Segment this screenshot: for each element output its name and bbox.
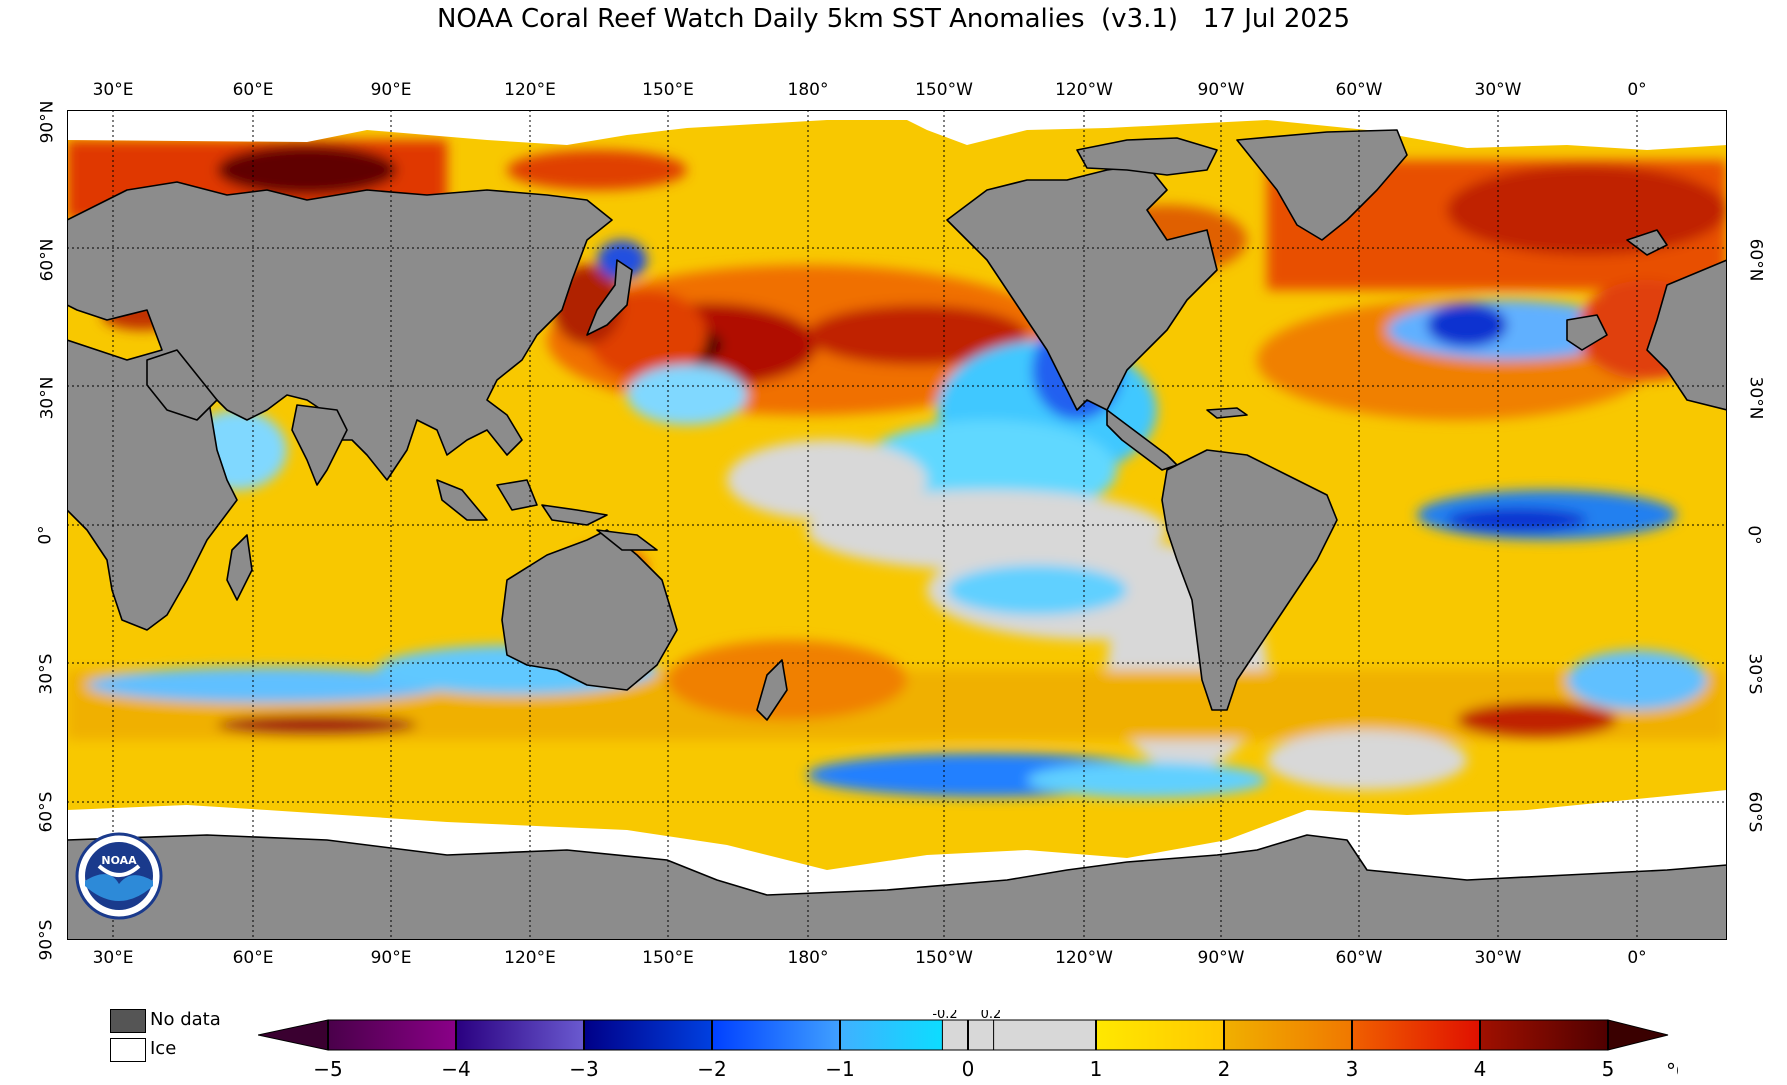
land-masses xyxy=(67,129,1727,940)
lon-label-bottom: 30°W xyxy=(1474,948,1522,968)
colorbar-minor-labels: -0.2 0.2 xyxy=(932,1010,1001,1022)
lon-label-bottom: 60°E xyxy=(232,948,274,968)
colorbar-segment xyxy=(584,1020,712,1050)
lat-label-left: 30°N xyxy=(37,376,58,420)
colorbar-segment xyxy=(1224,1020,1352,1050)
lon-label-top: 120°E xyxy=(504,80,556,100)
colorbar-tick-label: 1 xyxy=(1090,1057,1103,1080)
lon-label-top: 120°W xyxy=(1055,80,1113,100)
colorbar-segment xyxy=(1480,1020,1608,1050)
lat-label-right: 30°S xyxy=(1744,653,1765,695)
ice-label: Ice xyxy=(150,1038,177,1059)
lon-label-bottom: 120°E xyxy=(504,948,556,968)
colorbar-tick-labels: −5 −4 −3 −2 −1 0 1 2 3 4 5 xyxy=(313,1057,1614,1080)
lon-label-top: 90°W xyxy=(1197,80,1245,100)
lat-label-right: 60°S xyxy=(1744,791,1765,833)
colorbar-tick-label: 0 xyxy=(962,1057,975,1080)
lat-label-left: 60°S xyxy=(36,791,57,833)
lat-label-right: 0° xyxy=(1743,525,1764,545)
colorbar-segment xyxy=(1352,1020,1480,1050)
colorbar-tick-label: −2 xyxy=(697,1057,726,1080)
lon-label-bottom: 150°W xyxy=(915,948,973,968)
lon-label-bottom: 120°W xyxy=(1055,948,1113,968)
no-data-label: No data xyxy=(150,1009,221,1030)
lat-label-left: 90°S xyxy=(36,919,57,961)
lon-label-top: 150°E xyxy=(642,80,694,100)
lon-label-top: 60°E xyxy=(232,80,274,100)
colorbar: -0.2 0.2 −5 −4 −3 −2 −1 0 1 2 3 4 5 °C xyxy=(258,1010,1678,1080)
lon-label-top: 60°W xyxy=(1335,80,1383,100)
ice-swatch xyxy=(110,1038,146,1062)
lon-label-bottom: 30°E xyxy=(92,948,134,968)
colorbar-minor-label: -0.2 xyxy=(932,1010,957,1022)
lon-label-top: 90°E xyxy=(370,80,412,100)
lon-label-bottom: 180° xyxy=(787,948,829,968)
colorbar-tick-label: −1 xyxy=(825,1057,854,1080)
colorbar-segment xyxy=(328,1020,456,1050)
lon-label-top: 180° xyxy=(787,80,829,100)
colorbar-segments xyxy=(258,1019,1669,1051)
lat-label-left: 30°S xyxy=(36,653,57,695)
colorbar-tick-label: −5 xyxy=(313,1057,342,1080)
map-title: NOAA Coral Reef Watch Daily 5km SST Anom… xyxy=(436,4,1351,34)
lon-label-bottom: 150°E xyxy=(642,948,694,968)
lon-label-bottom: 90°E xyxy=(370,948,412,968)
lat-label-right: 60°N xyxy=(1745,238,1766,282)
colorbar-minor-label: 0.2 xyxy=(981,1010,1002,1022)
lat-label-right: 30°N xyxy=(1745,376,1766,420)
noaa-logo-text: NOAA xyxy=(101,854,137,867)
lon-label-bottom: 0° xyxy=(1627,948,1647,968)
lat-label-left: 0° xyxy=(35,525,56,545)
graticule xyxy=(67,110,1727,940)
colorbar-segment xyxy=(1096,1020,1224,1050)
colorbar-tick-label: 3 xyxy=(1346,1057,1359,1080)
lon-label-bottom: 90°W xyxy=(1197,948,1245,968)
lat-label-left: 60°N xyxy=(37,238,58,282)
colorbar-segment xyxy=(456,1020,584,1050)
lon-label-top: 30°E xyxy=(92,80,134,100)
sst-anomaly-map: NOAA xyxy=(67,110,1727,940)
colorbar-tick-label: 4 xyxy=(1474,1057,1487,1080)
colorbar-tick-label: −3 xyxy=(569,1057,598,1080)
colorbar-tick-label: −4 xyxy=(441,1057,470,1080)
lon-label-top: 150°W xyxy=(915,80,973,100)
colorbar-tick-label: 5 xyxy=(1602,1057,1615,1080)
lon-label-bottom: 60°W xyxy=(1335,948,1383,968)
colorbar-segment xyxy=(712,1020,840,1050)
no-data-swatch xyxy=(110,1009,146,1033)
noaa-logo: NOAA xyxy=(75,832,163,920)
colorbar-tick-label: 2 xyxy=(1218,1057,1231,1080)
lon-label-top: 0° xyxy=(1627,80,1647,100)
lon-label-top: 30°W xyxy=(1474,80,1522,100)
colorbar-unit: °C xyxy=(1666,1059,1678,1080)
colorbar-max-extend xyxy=(1607,1019,1669,1051)
lat-label-left: 90°N xyxy=(37,100,58,144)
colorbar-min-extend xyxy=(258,1019,329,1051)
